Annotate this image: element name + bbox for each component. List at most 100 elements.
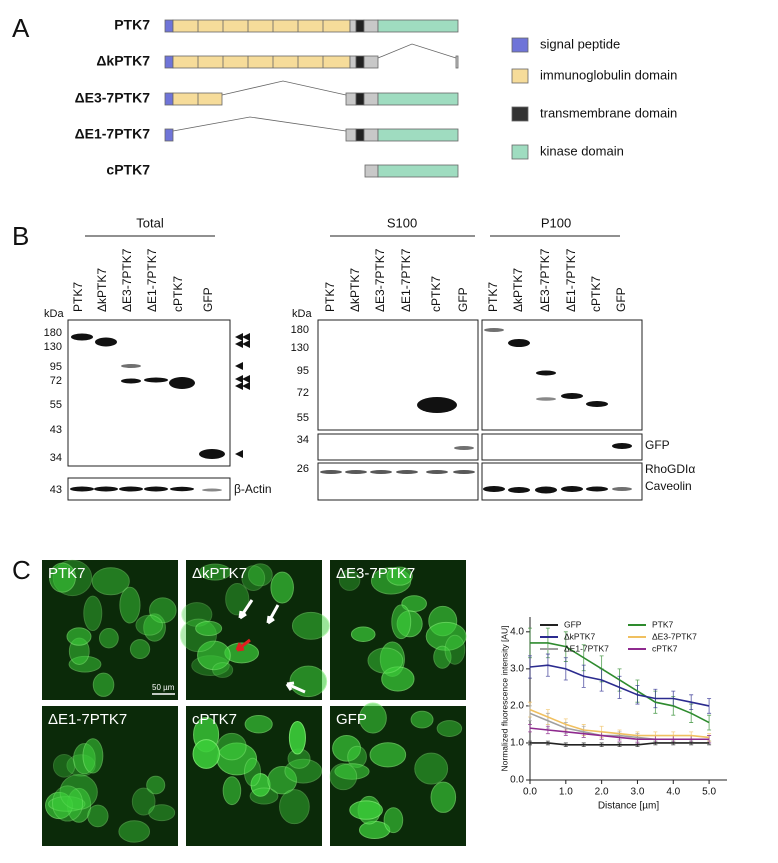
image-label: cPTK7 (192, 711, 237, 728)
y-axis-label: Normalized fluorescence intensity [AU] (499, 626, 509, 772)
cell (119, 586, 141, 624)
cell (82, 738, 104, 774)
y-tick-label: 2.0 (510, 701, 524, 712)
legend-label: PTK7 (652, 619, 674, 629)
mw-marker: 130 (291, 342, 309, 354)
cell (118, 820, 151, 843)
lane-label: ΔE3-7PTK7 (120, 248, 134, 312)
cell (92, 672, 115, 697)
lane-label: PTK7 (71, 282, 85, 312)
microscopy-images: PTK7 ΔkPTK7 ΔE3-7PTK7 ΔE1-7PTK7 cPTK7 GFP 50 µ… (42, 559, 467, 846)
lane-label: GFP (201, 287, 215, 312)
lane-label: cPTK7 (429, 276, 443, 312)
cell (444, 634, 466, 665)
construct-name: ΔkPTK7 (96, 53, 150, 69)
legend-label: signal peptide (540, 36, 620, 51)
blot-bands (70, 328, 632, 494)
legend-label: ΔE3-7PTK7 (652, 631, 697, 641)
cell (49, 562, 76, 593)
cell (267, 766, 298, 795)
construct-de17 (164, 116, 459, 142)
mw-marker: 34 (50, 452, 62, 464)
cell (129, 639, 151, 659)
construct-name: PTK7 (114, 17, 150, 33)
cell (270, 571, 294, 604)
cell (289, 665, 328, 698)
legend-label: immunoglobulin domain (540, 67, 677, 82)
cell (66, 627, 92, 646)
cell (383, 807, 404, 834)
construct-de37 (164, 80, 459, 106)
lane-label: ΔE1-7PTK7 (564, 248, 578, 312)
arrow (285, 681, 306, 694)
cell (291, 611, 330, 640)
image-label: PTK7 (48, 565, 86, 582)
x-tick-label: 3.0 (631, 787, 645, 798)
lane-label: ΔE3-7PTK7 (538, 248, 552, 312)
legend-swatch (511, 37, 529, 53)
x-tick-label: 4.0 (666, 787, 680, 798)
cell (430, 781, 457, 813)
series-line (530, 742, 710, 746)
cell (338, 569, 361, 591)
cell (349, 800, 383, 820)
mw-marker: 72 (50, 375, 62, 387)
lane-label: ΔE3-7PTK7 (373, 248, 387, 312)
error-bar (707, 714, 712, 731)
legend-label: ΔkPTK7 (564, 631, 595, 641)
series-line (529, 708, 710, 739)
mw-marker: 55 (297, 412, 309, 424)
construct-c (364, 164, 459, 178)
legend-label: transmembrane domain (540, 105, 677, 120)
cell (87, 804, 109, 828)
lane-label: GFP (614, 287, 628, 312)
image-label: ΔE1-7PTK7 (48, 711, 127, 728)
lane-label: ΔkPTK7 (511, 268, 525, 312)
cell (391, 604, 412, 640)
cell (52, 753, 76, 778)
legend-swatch (511, 106, 529, 122)
x-tick-label: 2.0 (595, 787, 609, 798)
mw-marker: 55 (50, 399, 62, 411)
cell (99, 627, 119, 649)
cell (386, 566, 413, 586)
kda-label: kDa (44, 308, 64, 320)
arrow (266, 604, 280, 625)
cell (414, 752, 449, 785)
blot-title: S100 (387, 215, 417, 230)
blot-title: Total (136, 215, 164, 230)
cell (212, 662, 234, 678)
lane-label: ΔE1-7PTK7 (145, 248, 159, 312)
mw-marker: 180 (291, 324, 309, 336)
cell (135, 614, 164, 636)
construct-diagrams (164, 19, 529, 178)
mw-marker: 180 (44, 327, 62, 339)
cell (241, 565, 266, 592)
series-line (530, 642, 710, 724)
y-tick-label: 3.0 (510, 664, 524, 675)
legend-swatch (511, 144, 529, 160)
cell (48, 796, 86, 812)
x-axis-label: Distance [µm] (598, 801, 660, 812)
cell (222, 776, 242, 806)
y-tick-label: 4.0 (510, 626, 524, 637)
mw-marker: 26 (297, 463, 309, 475)
arrow (238, 599, 254, 620)
cell (410, 710, 434, 729)
error-bar (528, 705, 532, 722)
cell (149, 597, 177, 624)
lane-label: PTK7 (486, 282, 500, 312)
cell (146, 775, 166, 795)
series-line (529, 664, 710, 707)
arrow (235, 638, 251, 652)
cell (249, 787, 279, 805)
y-tick-label: 1.0 (510, 738, 524, 749)
cell (243, 757, 262, 787)
legend-label: cPTK7 (652, 643, 678, 653)
panel-label: C (12, 555, 31, 585)
protein-label: GFP (645, 438, 670, 452)
construct-dk (164, 43, 459, 69)
cell (51, 785, 84, 822)
mw-marker: 95 (50, 361, 62, 373)
